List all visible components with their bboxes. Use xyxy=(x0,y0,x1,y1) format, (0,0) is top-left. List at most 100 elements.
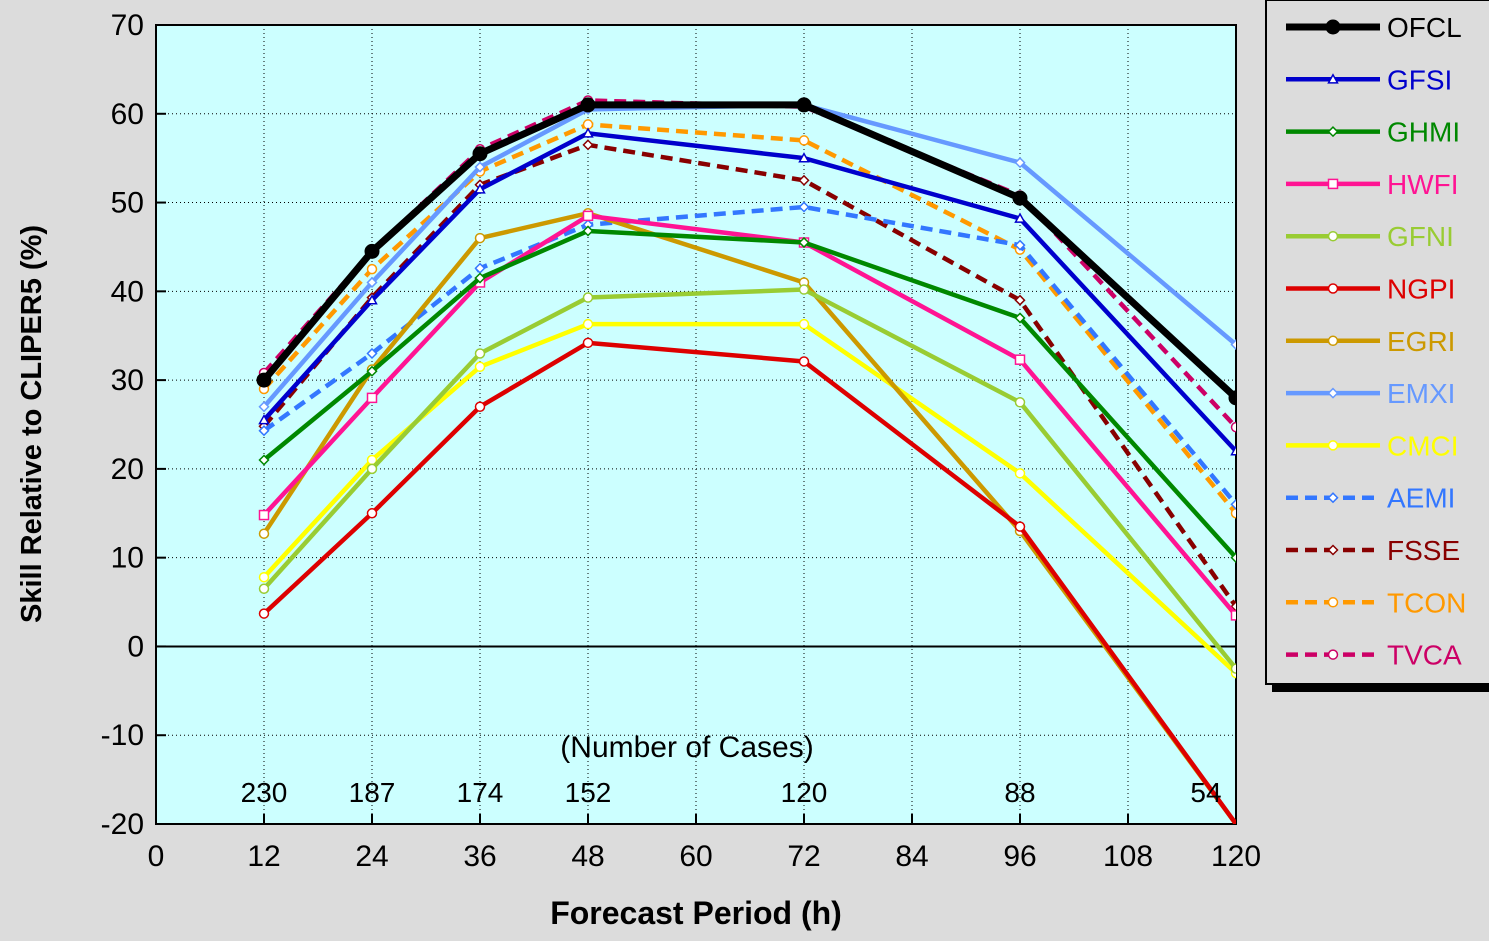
case-count-label: 54 xyxy=(1190,777,1221,808)
data-point xyxy=(798,135,810,146)
x-tick-label: 120 xyxy=(1211,840,1261,873)
x-axis-title: Forecast Period (h) xyxy=(550,895,842,931)
data-point xyxy=(798,318,810,330)
data-point xyxy=(1327,73,1339,84)
data-point xyxy=(1014,294,1026,306)
data-point xyxy=(364,243,380,259)
data-point xyxy=(1230,600,1236,613)
data-point xyxy=(474,272,486,284)
legend-label: TCON xyxy=(1387,587,1466,618)
data-point xyxy=(1230,610,1236,621)
data-point xyxy=(582,292,594,303)
legend-item-aemi: AEMI xyxy=(1286,483,1455,514)
legend-label: GFNI xyxy=(1387,221,1454,252)
legend-label: AEMI xyxy=(1387,483,1455,514)
data-point xyxy=(1230,339,1236,351)
y-tick-label: 30 xyxy=(111,364,144,397)
legend-label: NGPI xyxy=(1387,274,1455,305)
data-point xyxy=(366,276,378,289)
number-of-cases: (Number of Cases) 230 187 174 152 120 88 54 xyxy=(241,731,1222,808)
x-tick-label: 72 xyxy=(787,840,820,873)
data-point xyxy=(258,571,270,583)
series-cmci xyxy=(258,318,1236,679)
data-point xyxy=(1325,19,1341,35)
legend-item-gfni: GFNI xyxy=(1286,221,1454,252)
data-point xyxy=(474,401,486,412)
case-count-label: 174 xyxy=(457,777,504,808)
case-count-label: 152 xyxy=(565,777,612,808)
y-tick-label: 40 xyxy=(111,275,144,308)
data-point xyxy=(582,337,594,349)
x-tick-label: 84 xyxy=(895,840,928,873)
data-point xyxy=(258,583,270,594)
data-point xyxy=(796,97,812,113)
y-tick-label: -10 xyxy=(101,719,144,752)
y-tick-label: 70 xyxy=(111,9,144,42)
axes: 0 12 24 36 48 60 72 84 96 108 120 -20 -10 0 10 20 30 40 50… xyxy=(101,9,1261,873)
data-point xyxy=(798,236,810,249)
data-point xyxy=(1327,649,1339,660)
data-point xyxy=(1012,190,1028,206)
data-point xyxy=(258,608,270,619)
x-tick-label: 24 xyxy=(355,840,388,873)
y-tick-label: -20 xyxy=(101,808,144,841)
data-point xyxy=(366,508,378,519)
legend-label: HWFI xyxy=(1387,169,1459,200)
data-point xyxy=(366,392,378,404)
legend-items: OFCL GFSI GHMI HWFI GFNI NGPI EGRI EMXI CMCI AEMI… xyxy=(1286,12,1466,671)
series-gfsi xyxy=(258,127,1236,456)
legend-label: OFCL xyxy=(1387,12,1462,43)
data-point xyxy=(1014,312,1026,324)
series-gfni xyxy=(258,284,1236,674)
legend: OFCL GFSI GHMI HWFI GFNI NGPI EGRI EMXI CMCI AEMI… xyxy=(1265,0,1489,692)
legend-item-ngpi: NGPI xyxy=(1286,274,1455,305)
y-tick-label: 10 xyxy=(111,542,144,575)
data-point xyxy=(258,425,270,437)
data-point xyxy=(580,97,596,113)
x-tick-label: 96 xyxy=(1003,840,1036,873)
legend-label: GFSI xyxy=(1387,64,1452,95)
data-point xyxy=(258,401,270,413)
y-axis-title: Skill Relative to CLIPER5 (%) xyxy=(16,225,48,623)
data-point xyxy=(582,139,594,151)
data-point xyxy=(258,509,270,521)
data-point xyxy=(798,201,810,213)
legend-item-emxi: EMXI xyxy=(1286,378,1455,409)
data-point xyxy=(582,127,594,138)
data-point xyxy=(474,232,486,244)
data-point xyxy=(1230,421,1236,433)
series-ngpi xyxy=(258,337,1236,824)
x-tick-label: 0 xyxy=(148,840,165,873)
data-point xyxy=(1230,508,1236,519)
y-tick-label: 0 xyxy=(127,630,144,663)
x-tick-label: 48 xyxy=(571,840,604,873)
data-point xyxy=(582,225,594,237)
legend-item-gfsi: GFSI xyxy=(1286,64,1452,95)
legend-label: TVCA xyxy=(1387,640,1462,671)
data-point xyxy=(1327,335,1339,347)
case-count-label: 120 xyxy=(781,777,828,808)
case-count-label: 187 xyxy=(349,777,396,808)
data-point xyxy=(798,174,810,186)
legend-item-tvca: TVCA xyxy=(1286,640,1462,671)
legend-label: CMCI xyxy=(1387,430,1459,461)
data-point xyxy=(798,356,810,367)
data-point xyxy=(366,463,378,475)
data-point xyxy=(1014,354,1026,365)
data-point xyxy=(1327,126,1339,138)
data-point xyxy=(1327,492,1339,504)
data-point xyxy=(258,454,270,466)
case-count-label: 88 xyxy=(1004,777,1035,808)
data-point xyxy=(474,361,486,373)
data-point xyxy=(1014,212,1026,223)
data-point xyxy=(256,372,272,388)
data-point xyxy=(1014,397,1026,408)
data-point xyxy=(1327,283,1339,294)
data-point xyxy=(1014,157,1026,169)
data-point xyxy=(366,347,378,360)
legend-item-cmci: CMCI xyxy=(1286,430,1459,461)
data-point xyxy=(1230,498,1236,510)
data-point xyxy=(1327,544,1339,556)
